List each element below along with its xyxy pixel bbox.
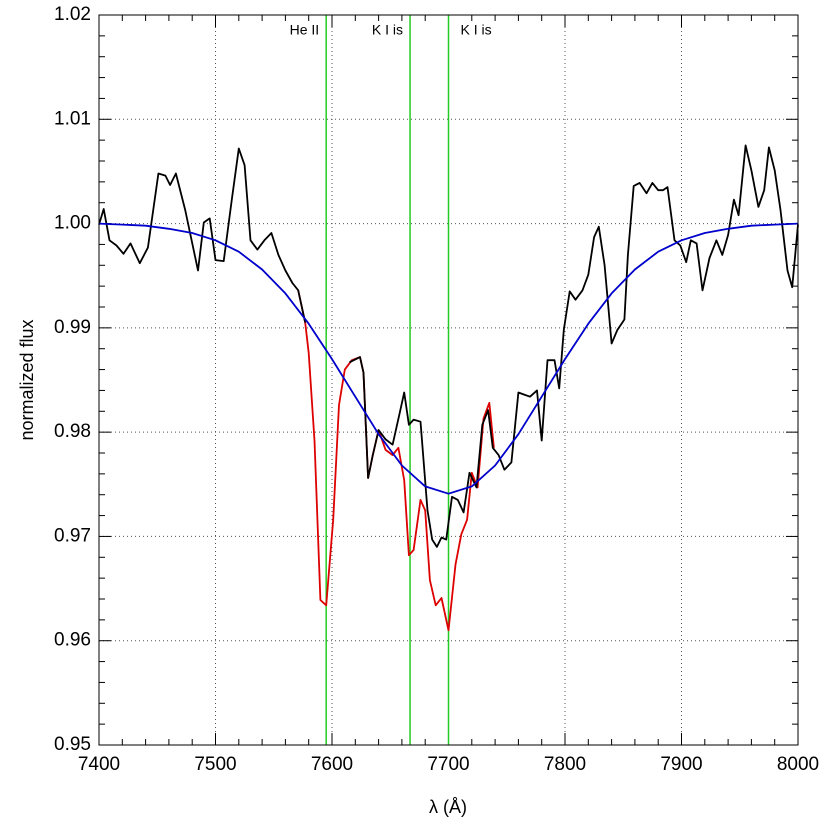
x-tick-label: 7500 — [194, 754, 236, 775]
x-tick-label: 7600 — [311, 754, 353, 775]
y-tick-label: 0.98 — [54, 421, 91, 442]
series-line — [98, 222, 799, 495]
y-tick-label: 0.97 — [54, 525, 91, 546]
series-line — [98, 144, 799, 548]
y-axis-label: normalized flux — [17, 319, 37, 440]
y-tick-label: 1.01 — [54, 108, 91, 129]
x-tick-label: 7800 — [544, 754, 586, 775]
x-tick-label: 8000 — [777, 754, 819, 775]
annotation: K I is — [372, 22, 403, 38]
annotation: K I is — [461, 22, 492, 38]
annotation: He II — [290, 22, 320, 38]
y-tick-label: 0.95 — [54, 734, 91, 755]
x-tick-label: 7900 — [660, 754, 702, 775]
plot-frame — [98, 14, 799, 746]
x-tick-label: 7400 — [78, 754, 120, 775]
series-line — [297, 290, 495, 632]
y-tick-label: 0.96 — [54, 630, 91, 651]
x-tick-label: 7700 — [427, 754, 469, 775]
y-tick-label: 0.99 — [54, 317, 91, 338]
y-tick-label: 1.00 — [54, 213, 91, 234]
x-axis-label: λ (Å) — [429, 797, 467, 817]
y-tick-label: 1.02 — [54, 4, 91, 25]
